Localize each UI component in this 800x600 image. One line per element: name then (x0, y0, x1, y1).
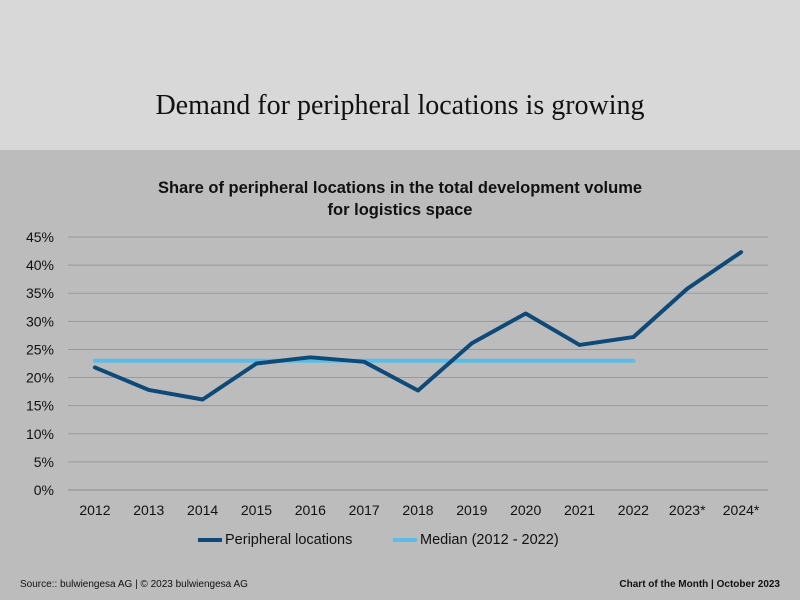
y-tick-label: 10% (26, 426, 54, 442)
x-tick-label: 2013 (133, 502, 164, 518)
y-tick-label: 25% (26, 341, 54, 357)
header-band: Demand for peripheral locations is growi… (0, 0, 800, 150)
y-tick-label: 5% (34, 454, 54, 470)
x-tick-label: 2024* (723, 502, 760, 518)
y-tick-label: 15% (26, 398, 54, 414)
y-tick-label: 45% (26, 229, 54, 245)
legend-swatch-median (393, 538, 417, 542)
y-tick-label: 35% (26, 285, 54, 301)
x-tick-label: 2019 (456, 502, 487, 518)
chart-title-line-1: Share of peripheral locations in the tot… (157, 179, 643, 197)
legend-label-median: Median (2012 - 2022) (420, 532, 559, 548)
x-tick-label: 2016 (295, 502, 326, 518)
x-tick-label: 2014 (187, 502, 218, 518)
page-title: Demand for peripheral locations is growi… (155, 90, 645, 121)
y-tick-label: 30% (26, 313, 54, 329)
footer-chart-of-month: Chart of the Month | October 2023 (619, 579, 780, 590)
x-tick-label: 2021 (564, 502, 595, 518)
x-tick-label: 2022 (618, 502, 649, 518)
legend-swatch-peripheral (198, 538, 222, 542)
legend-label-peripheral: Peripheral locations (225, 532, 353, 548)
footer-source: Source:: bulwiengesa AG | © 2023 bulwien… (20, 579, 248, 590)
x-tick-label: 2020 (510, 502, 541, 518)
y-tick-label: 40% (26, 257, 54, 273)
x-tick-label: 2015 (241, 502, 272, 518)
x-tick-label: 2023* (669, 502, 706, 518)
chart-title: Share of peripheral locations in the tot… (0, 177, 800, 221)
y-tick-label: 20% (26, 370, 54, 386)
chart-title-line-2: for logistics space (327, 201, 473, 219)
x-tick-label: 2017 (349, 502, 380, 518)
x-tick-label: 2018 (402, 502, 433, 518)
legend-item-peripheral: Peripheral locations (198, 530, 352, 550)
legend-item-median: Median (2012 - 2022) (393, 530, 559, 550)
y-tick-label: 0% (34, 482, 54, 498)
x-tick-label: 2012 (79, 502, 110, 518)
